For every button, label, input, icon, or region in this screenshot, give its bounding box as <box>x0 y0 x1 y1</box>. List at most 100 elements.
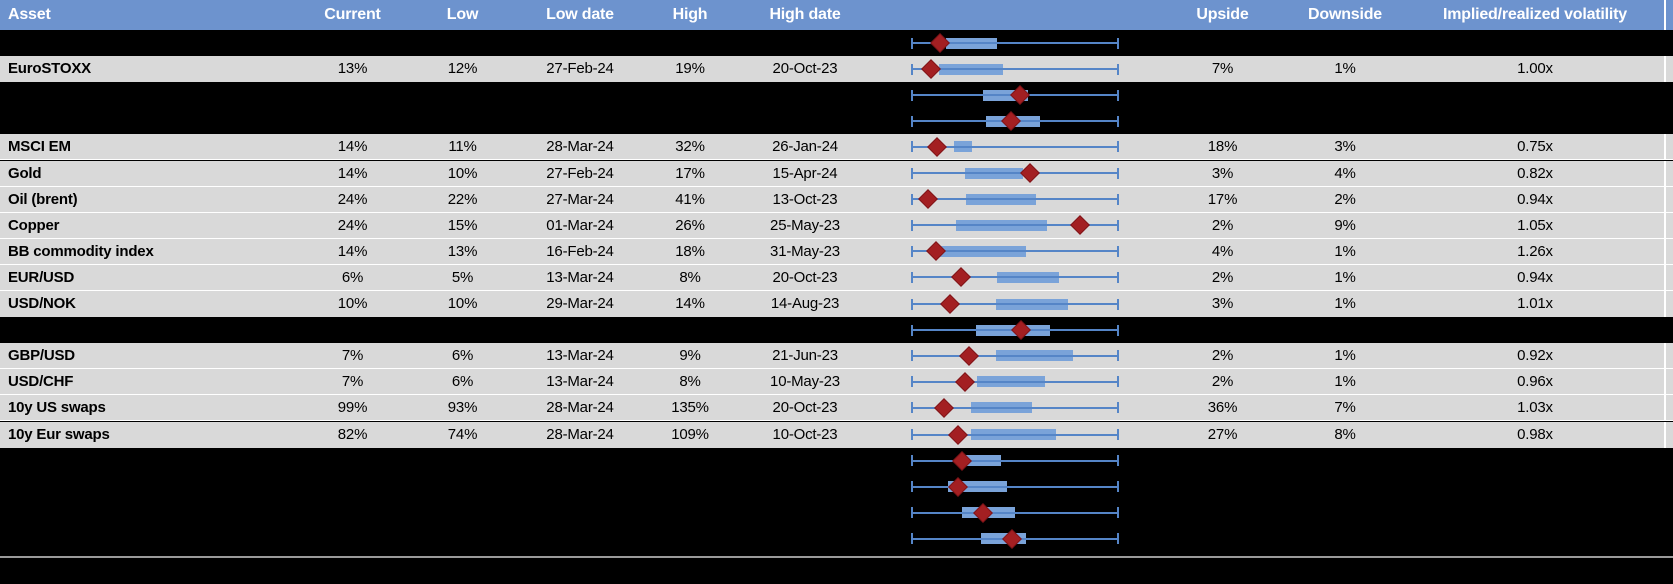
high-date-value: 26-Jan-24 <box>772 138 838 156</box>
whisker-cap-right <box>1117 245 1119 257</box>
high-date-value: 20-Oct-23 <box>772 268 838 286</box>
diamond-marker <box>951 450 972 471</box>
current-value: 99% <box>337 399 368 417</box>
implied-realized-value: 0.92x <box>1517 347 1553 365</box>
whisker-cap-left <box>911 324 913 336</box>
low-date-value: 28-Mar-24 <box>546 425 614 443</box>
downside-value: 9% <box>1334 216 1356 234</box>
whisker-line <box>912 224 1118 227</box>
upside-value: 27% <box>1207 425 1238 443</box>
diamond-marker <box>1002 529 1023 549</box>
whisker-cap-left <box>911 376 913 388</box>
upside-value <box>1160 82 1285 108</box>
high-date-value <box>735 317 875 343</box>
asset-label: Copper <box>8 216 60 234</box>
high-value <box>645 317 735 343</box>
upside-value <box>1160 500 1285 526</box>
diamond-marker <box>947 424 968 445</box>
downside-value: 7% <box>1334 399 1356 417</box>
whisker-line <box>912 145 1118 148</box>
low-value: 22% <box>447 190 478 208</box>
current-value: 14% <box>337 138 368 156</box>
high-date-value <box>735 108 875 134</box>
whisker-line <box>912 406 1118 409</box>
diamond-marker <box>1070 215 1091 236</box>
current-value <box>295 526 410 552</box>
high-value: 14% <box>675 295 705 312</box>
whisker-cap-left <box>911 271 913 283</box>
asset-label: GBP/USD <box>8 347 75 365</box>
whisker-cap-right <box>1117 141 1119 153</box>
downside-value: 1% <box>1334 373 1356 391</box>
implied-realized-value: 0.82x <box>1517 164 1553 182</box>
diamond-marker <box>1011 320 1032 341</box>
whisker-cap-right <box>1117 350 1119 362</box>
diamond-marker <box>927 137 947 157</box>
asset-label: Oil (brent) <box>8 190 78 208</box>
asset-label: 10y US swaps <box>8 399 106 417</box>
low-value: 11% <box>448 138 477 156</box>
low-value: 10% <box>447 295 478 312</box>
table-row: Copper 24% 15% 01-Mar-24 26% 25-May-23 2… <box>0 212 1673 239</box>
table-row <box>0 108 1673 134</box>
downside-value <box>1285 317 1405 343</box>
whisker-cap-right <box>1117 481 1119 493</box>
downside-value <box>1285 500 1405 526</box>
diamond-marker <box>921 59 941 80</box>
asset-label: EuroSTOXX <box>8 60 91 78</box>
range-boxplot <box>875 213 1160 238</box>
asset-label <box>8 317 288 343</box>
current-value: 13% <box>337 60 368 78</box>
downside-value <box>1285 30 1405 56</box>
whisker-cap-left <box>911 507 913 519</box>
implied-realized-value: 1.26x <box>1517 242 1553 260</box>
diamond-marker <box>950 267 971 288</box>
low-value: 12% <box>447 60 478 78</box>
diamond-marker <box>1001 111 1022 132</box>
low-date-value: 13-Mar-24 <box>546 373 614 391</box>
whisker-cap-left <box>911 89 913 101</box>
whisker-cap-right <box>1117 271 1119 283</box>
table-row: 10y Eur swaps 82% 74% 28-Mar-24 109% 10-… <box>0 421 1673 448</box>
diamond-marker <box>925 241 946 262</box>
downside-value <box>1285 448 1405 474</box>
upside-value: 3% <box>1211 164 1234 182</box>
low-date-value: 16-Feb-24 <box>546 242 614 260</box>
table-row: USD/NOK 10% 10% 29-Mar-24 14% 14-Aug-23 … <box>0 291 1673 318</box>
whisker-cap-left <box>911 193 913 205</box>
range-boxplot <box>875 343 1160 368</box>
upside-value: 2% <box>1211 216 1234 234</box>
whisker-cap-right <box>1117 324 1119 336</box>
high-date-value <box>735 30 875 56</box>
low-value <box>410 448 515 474</box>
current-value: 7% <box>341 373 364 391</box>
downside-value: 1% <box>1334 347 1356 365</box>
asset-label <box>8 108 288 134</box>
implied-realized-value <box>1405 500 1665 526</box>
table-row: EUR/USD 6% 5% 13-Mar-24 8% 20-Oct-23 2% … <box>0 264 1673 291</box>
upside-value: 36% <box>1207 399 1238 417</box>
asset-label <box>8 30 288 56</box>
low-date-value: 27-Feb-24 <box>546 164 614 182</box>
downside-value: 1% <box>1334 60 1356 78</box>
current-value <box>295 474 410 500</box>
high-date-value <box>735 474 875 500</box>
range-boxplot <box>875 134 1160 159</box>
whisker-line <box>912 172 1118 175</box>
low-value: 15% <box>447 216 478 234</box>
high-value: 32% <box>675 138 705 156</box>
low-value: 6% <box>451 347 474 365</box>
current-value: 24% <box>337 216 368 234</box>
range-boxplot <box>875 422 1160 448</box>
whisker-cap-right <box>1117 37 1119 49</box>
current-value: 6% <box>341 268 364 286</box>
high-date-value: 31-May-23 <box>770 242 840 260</box>
whisker-line <box>912 250 1118 253</box>
whisker-cap-right <box>1117 63 1119 75</box>
low-value <box>410 30 515 56</box>
range-boxplot <box>875 526 1160 552</box>
whisker-cap-left <box>911 219 913 231</box>
high-value <box>645 448 735 474</box>
current-value <box>295 317 410 343</box>
separator-line <box>0 556 1673 558</box>
